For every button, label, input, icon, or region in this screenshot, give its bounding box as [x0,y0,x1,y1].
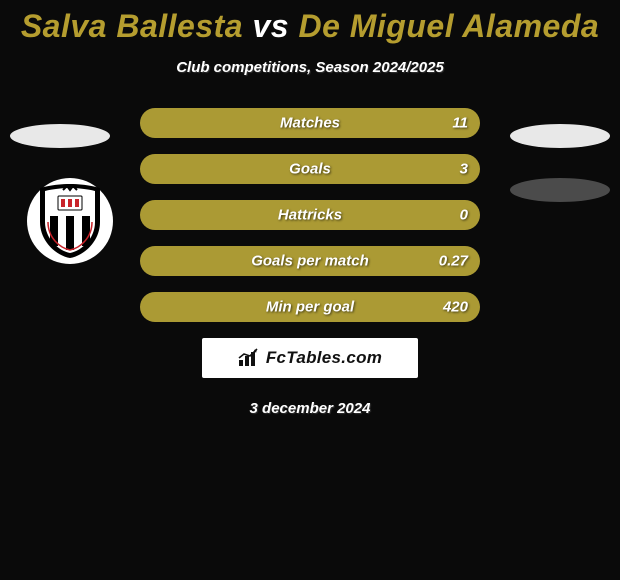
stat-row: Hattricks 0 [140,200,480,230]
stat-label: Matches [280,115,340,132]
stat-row: Min per goal 420 [140,292,480,322]
player-b-name: De Miguel Alameda [298,8,599,44]
stat-label: Hattricks [278,207,342,224]
stat-value: 0 [460,207,468,224]
vs-separator: vs [252,8,289,44]
comparison-card: Salva Ballesta vs De Miguel Alameda Club… [0,0,620,580]
player-a-name: Salva Ballesta [21,8,243,44]
bar-chart-icon [238,348,260,368]
shield-icon [35,182,105,260]
stat-row: Matches 11 [140,108,480,138]
stat-row: Goals 3 [140,154,480,184]
stat-row: Goals per match 0.27 [140,246,480,276]
slot-oval-right-top [510,124,610,148]
slot-oval-left [10,124,110,148]
page-title: Salva Ballesta vs De Miguel Alameda [0,8,620,45]
club-badge [20,178,120,264]
stat-value: 11 [452,115,468,132]
stat-label: Min per goal [266,299,354,316]
brand-text: FcTables.com [266,348,382,368]
branding-banner: FcTables.com [202,338,418,378]
generated-date: 3 december 2024 [0,400,620,417]
stat-value: 3 [460,161,468,178]
slot-oval-right-bottom [510,178,610,202]
stat-label: Goals per match [251,253,369,270]
stat-value: 420 [443,299,468,316]
subtitle: Club competitions, Season 2024/2025 [0,59,620,76]
stat-value: 0.27 [439,253,468,270]
stat-label: Goals [289,161,331,178]
